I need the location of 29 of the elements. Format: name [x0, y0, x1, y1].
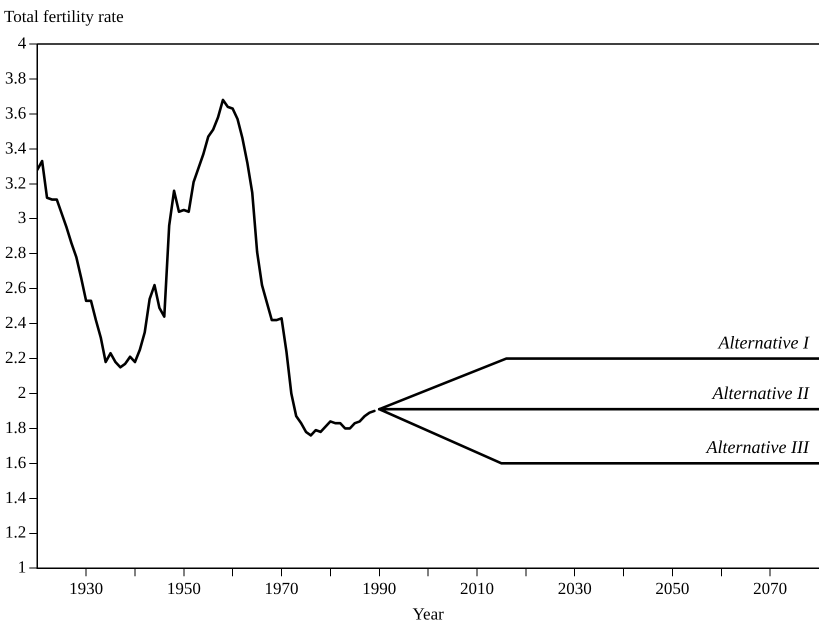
x-tick-label: 1990 [362, 578, 396, 598]
x-tick-label: 2050 [655, 578, 690, 598]
y-tick-label: 3 [18, 208, 26, 228]
series-label: Alternative III [706, 437, 810, 458]
y-axis-title: Total fertility rate [4, 6, 124, 26]
x-tick-label: 1970 [264, 578, 299, 598]
y-tick-label: 2.6 [5, 278, 26, 298]
y-tick-label: 2.2 [5, 348, 26, 367]
x-axis-title: Year [412, 604, 444, 624]
x-tick-label: 2030 [558, 578, 592, 598]
y-tick-label: 2.4 [5, 313, 27, 332]
y-tick-label: 2 [18, 382, 26, 402]
y-tick-label: 1.6 [5, 452, 26, 472]
y-tick-label: 1.2 [5, 522, 26, 542]
y-tick-label: 3.6 [5, 103, 26, 122]
x-tick-label: 1950 [166, 578, 201, 598]
y-tick-label: 1.8 [5, 418, 26, 437]
series-label: Alternative II [712, 382, 810, 403]
x-tick-label: 2010 [460, 578, 494, 598]
y-tick-label: 2.8 [5, 243, 26, 262]
y-tick-label: 1.4 [5, 488, 27, 507]
y-tick-label: 3.8 [5, 68, 26, 88]
y-tick-label: 4 [18, 33, 27, 52]
x-tick-label: 1930 [69, 578, 104, 598]
y-tick-label: 3.4 [5, 138, 27, 158]
x-tick-label: 2070 [753, 578, 788, 598]
y-tick-label: 3.2 [5, 173, 26, 192]
series-label: Alternative I [718, 332, 810, 352]
y-tick-label: 1 [18, 558, 26, 577]
